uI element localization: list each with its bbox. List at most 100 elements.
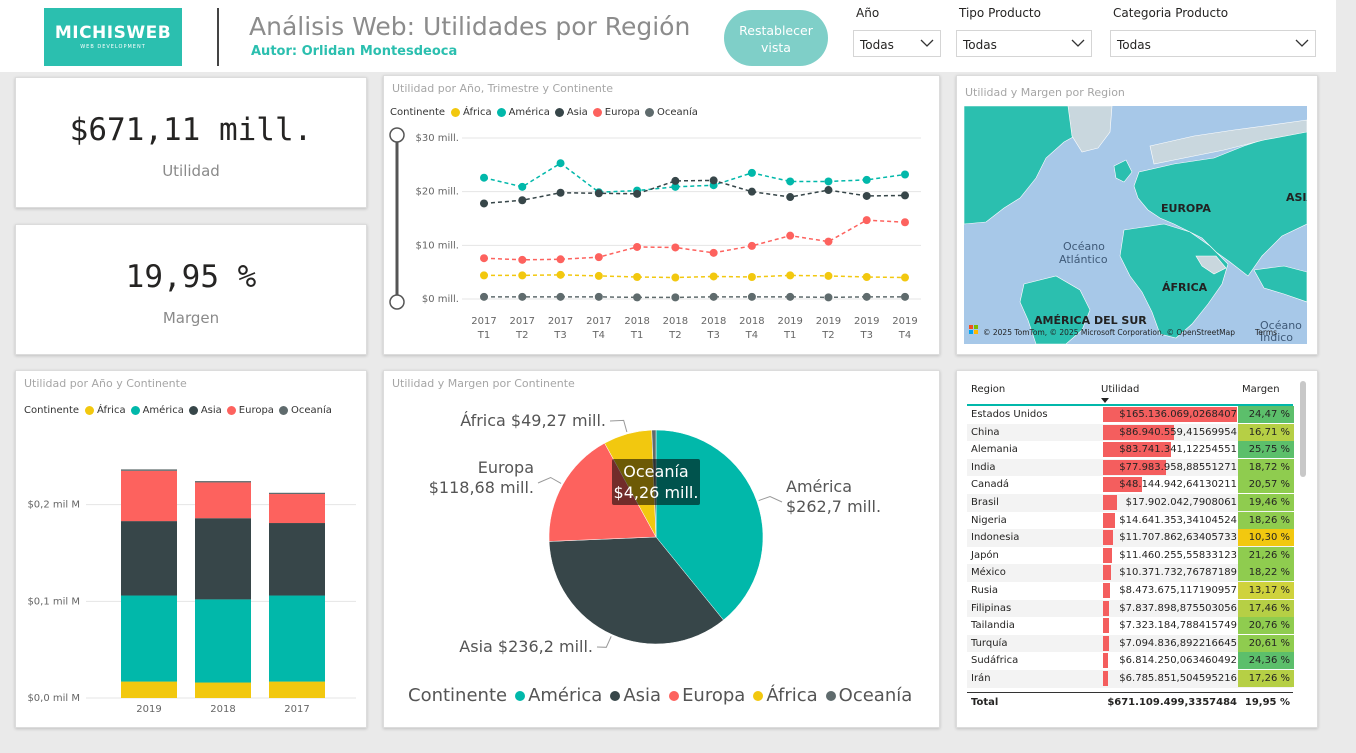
data-point[interactable] xyxy=(901,191,909,200)
bar-segment[interactable] xyxy=(269,523,325,596)
table-row[interactable]: India $77.983.958,88551271 18,72 % xyxy=(967,458,1294,477)
reset-view-button[interactable]: Restablecer vista xyxy=(724,10,828,66)
table-scrollbar[interactable] xyxy=(1300,381,1306,477)
data-point[interactable] xyxy=(824,177,833,186)
bar-segment[interactable] xyxy=(195,482,251,519)
legend-item-africa[interactable]: África xyxy=(451,107,492,118)
bar-segment[interactable] xyxy=(121,469,177,471)
data-point[interactable] xyxy=(633,293,642,302)
data-point[interactable] xyxy=(786,193,795,202)
bar-chart-card[interactable]: Utilidad por Año y Continente Continente… xyxy=(15,370,367,728)
data-point[interactable] xyxy=(556,159,565,168)
data-point[interactable] xyxy=(480,173,488,182)
data-point[interactable] xyxy=(747,292,756,301)
data-point[interactable] xyxy=(556,292,565,301)
data-point[interactable] xyxy=(824,271,833,280)
data-point[interactable] xyxy=(901,218,909,227)
table-header-region[interactable]: Region xyxy=(971,384,1006,395)
map-card[interactable]: Utilidad y Margen por Region EUROPA ASIA… xyxy=(956,75,1318,355)
data-point[interactable] xyxy=(518,271,527,280)
data-point[interactable] xyxy=(786,231,795,240)
pie-slice[interactable] xyxy=(548,442,657,542)
table-row[interactable]: Irán $6.785.851,504595216 17,26 % xyxy=(967,670,1294,688)
legend-item-america[interactable]: América xyxy=(515,685,602,706)
map-attribution[interactable]: © 2025 TomTom, © 2025 Microsoft Corporat… xyxy=(983,328,1235,337)
table-row[interactable]: Turquía $7.094.836,892216645 20,61 % xyxy=(967,634,1294,653)
data-point[interactable] xyxy=(862,216,871,225)
data-point[interactable] xyxy=(556,255,565,264)
bar-segment[interactable] xyxy=(269,595,325,682)
data-point[interactable] xyxy=(709,292,718,301)
data-point[interactable] xyxy=(824,293,833,302)
legend-item-asia[interactable]: Asia xyxy=(188,405,222,416)
data-point[interactable] xyxy=(556,270,565,279)
data-point[interactable] xyxy=(633,189,642,198)
slicer-year-dropdown[interactable]: Todas xyxy=(853,30,941,57)
data-point[interactable] xyxy=(862,292,871,301)
data-point[interactable] xyxy=(709,272,718,281)
legend-item-oceania[interactable]: Oceanía xyxy=(278,405,332,416)
data-point[interactable] xyxy=(671,176,680,185)
map-terms-link[interactable]: Terms xyxy=(1254,328,1277,337)
zoom-slider[interactable] xyxy=(389,127,405,310)
data-point[interactable] xyxy=(480,199,488,208)
data-point[interactable] xyxy=(518,182,527,191)
data-point[interactable] xyxy=(786,177,795,186)
data-point[interactable] xyxy=(671,243,680,252)
bar-segment[interactable] xyxy=(121,521,177,596)
pie-chart-card[interactable]: Utilidad y Margen por Continente América… xyxy=(383,370,940,728)
bar-segment[interactable] xyxy=(195,481,251,483)
data-point[interactable] xyxy=(747,272,756,281)
data-point[interactable] xyxy=(633,242,642,251)
data-point[interactable] xyxy=(862,272,871,281)
data-point[interactable] xyxy=(480,292,488,301)
table-header-utilidad[interactable]: Utilidad xyxy=(1101,384,1140,395)
data-point[interactable] xyxy=(671,293,680,302)
legend-item-africa[interactable]: África xyxy=(753,685,818,706)
bar-segment[interactable] xyxy=(269,494,325,524)
data-point[interactable] xyxy=(480,254,488,263)
table-row[interactable]: Brasil $17.902.042,7908061 19,46 % xyxy=(967,494,1294,512)
bar-segment[interactable] xyxy=(121,681,177,698)
table-row[interactable]: Rusia $8.473.675,117190957 13,17 % xyxy=(967,582,1294,600)
legend-item-africa[interactable]: África xyxy=(85,405,126,416)
bar-segment[interactable] xyxy=(195,518,251,600)
legend-item-asia[interactable]: Asia xyxy=(554,107,588,118)
data-point[interactable] xyxy=(594,271,603,280)
data-point[interactable] xyxy=(594,292,603,301)
table-row[interactable]: Alemania $83.741.341,12254551 25,75 % xyxy=(967,441,1294,459)
data-point[interactable] xyxy=(747,241,756,250)
pie-slice[interactable] xyxy=(548,536,724,645)
data-point[interactable] xyxy=(671,273,680,282)
data-point[interactable] xyxy=(594,189,603,198)
table-row[interactable]: Japón $11.460.255,55833123 21,26 % xyxy=(967,546,1294,565)
line-chart-card[interactable]: Utilidad por Año, Trimestre y Continente… xyxy=(383,75,940,355)
data-point[interactable] xyxy=(747,168,756,177)
legend-item-oceania[interactable]: Oceanía xyxy=(644,107,698,118)
slicer-product-type-dropdown[interactable]: Todas xyxy=(956,30,1092,57)
data-point[interactable] xyxy=(786,271,795,280)
table-row[interactable]: Filipinas $7.837.898,875503056 17,46 % xyxy=(967,599,1294,618)
data-point[interactable] xyxy=(480,271,488,280)
data-point[interactable] xyxy=(671,182,680,191)
data-point[interactable] xyxy=(633,272,642,281)
bar-segment[interactable] xyxy=(269,492,325,495)
legend-item-america[interactable]: América xyxy=(130,405,184,416)
bar-segment[interactable] xyxy=(121,470,177,522)
legend-item-europa[interactable]: Europa xyxy=(669,685,745,706)
data-point[interactable] xyxy=(518,196,527,205)
table-header-margen[interactable]: Margen xyxy=(1242,384,1280,395)
table-row[interactable]: China $86.940.559,41569954 16,71 % xyxy=(967,423,1294,442)
table-row[interactable]: Tailandia $7.323.184,788415749 20,76 % xyxy=(967,617,1294,635)
data-point[interactable] xyxy=(556,188,565,197)
data-point[interactable] xyxy=(862,175,871,184)
legend-item-europa[interactable]: Europa xyxy=(592,107,640,118)
data-point[interactable] xyxy=(824,186,833,195)
bar-segment[interactable] xyxy=(121,595,177,682)
kpi-card-margen[interactable]: 19,95 % Margen xyxy=(15,224,367,355)
data-point[interactable] xyxy=(786,292,795,301)
data-point[interactable] xyxy=(709,248,718,257)
data-point[interactable] xyxy=(901,273,909,282)
table-row[interactable]: Indonesia $11.707.862,63405733 10,30 % xyxy=(967,529,1294,547)
kpi-card-utilidad[interactable]: $671,11 mill. Utilidad xyxy=(15,77,367,208)
